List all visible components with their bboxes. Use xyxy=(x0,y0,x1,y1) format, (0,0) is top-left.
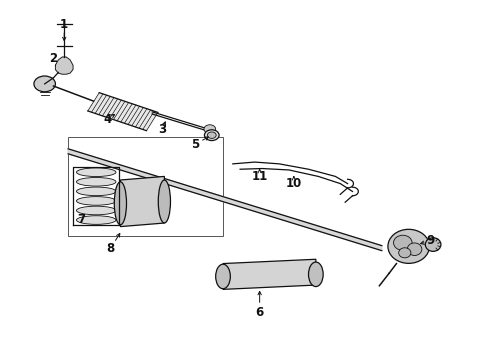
Ellipse shape xyxy=(393,235,412,250)
Ellipse shape xyxy=(158,180,171,223)
Text: 10: 10 xyxy=(286,177,302,190)
Circle shape xyxy=(34,76,55,92)
Ellipse shape xyxy=(76,197,116,205)
Ellipse shape xyxy=(309,262,323,287)
Ellipse shape xyxy=(76,177,116,186)
Ellipse shape xyxy=(399,248,411,258)
Polygon shape xyxy=(55,57,73,74)
Ellipse shape xyxy=(76,168,116,176)
Text: 1: 1 xyxy=(60,18,68,31)
Ellipse shape xyxy=(76,206,116,215)
Polygon shape xyxy=(121,176,164,226)
Text: 7: 7 xyxy=(77,213,85,226)
Text: 11: 11 xyxy=(251,170,268,183)
Polygon shape xyxy=(88,93,158,131)
Text: 5: 5 xyxy=(191,138,199,150)
Text: 3: 3 xyxy=(158,123,166,136)
Ellipse shape xyxy=(204,130,219,140)
Circle shape xyxy=(204,125,216,134)
Text: 8: 8 xyxy=(106,242,115,255)
Text: 4: 4 xyxy=(103,113,111,126)
Ellipse shape xyxy=(216,264,230,289)
Ellipse shape xyxy=(388,229,429,264)
Ellipse shape xyxy=(114,182,126,225)
Polygon shape xyxy=(68,149,382,251)
Ellipse shape xyxy=(425,238,441,251)
Ellipse shape xyxy=(207,132,216,138)
Text: 9: 9 xyxy=(427,234,435,247)
Ellipse shape xyxy=(76,216,116,224)
Ellipse shape xyxy=(76,187,116,195)
Ellipse shape xyxy=(407,243,422,256)
Text: 6: 6 xyxy=(255,306,264,319)
Text: 2: 2 xyxy=(49,51,57,64)
Polygon shape xyxy=(223,259,316,289)
